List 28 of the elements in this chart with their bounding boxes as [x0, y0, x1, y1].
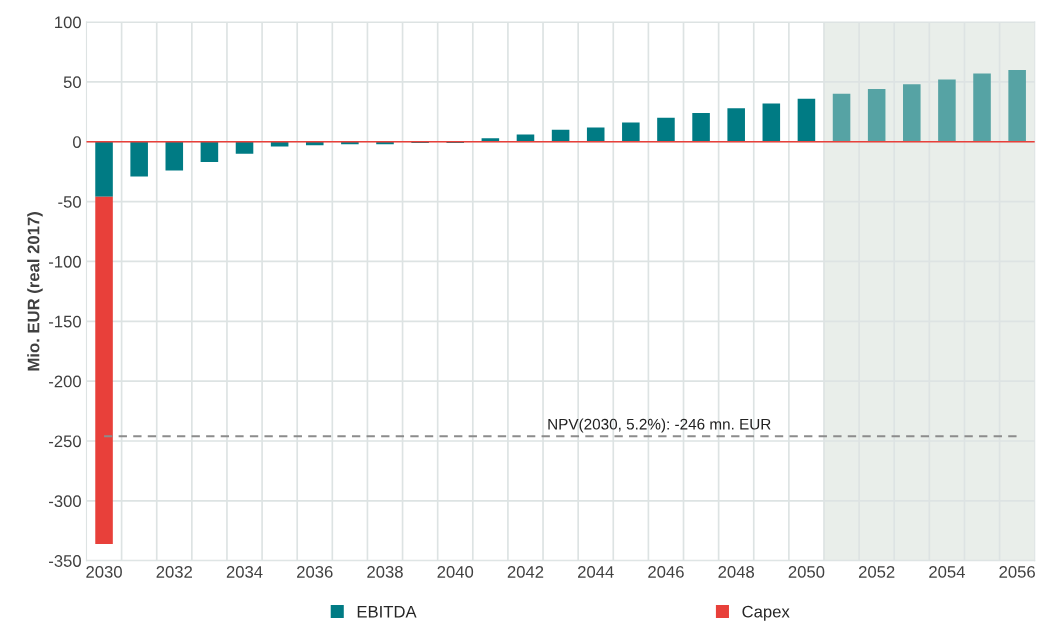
x-tick-label: 2054 [929, 566, 965, 578]
x-tick-label: 2046 [648, 566, 684, 578]
x-tick-label: 2050 [788, 566, 825, 578]
y-tick-label: -250 [49, 435, 81, 448]
x-tick-label: 2034 [226, 566, 263, 578]
y-tick-label: 100 [55, 16, 81, 29]
x-tick-label: 2030 [86, 566, 122, 578]
x-tick-label: 2052 [858, 566, 895, 578]
x-tick-label: 2032 [156, 566, 192, 578]
legend-label: EBITDA [357, 605, 417, 618]
x-tick-label: 2036 [297, 566, 333, 578]
x-tick-label: 2056 [999, 566, 1035, 578]
x-tick-label: 2048 [718, 566, 755, 578]
x-tick-label: 2038 [367, 566, 403, 578]
y-axis-title: Mio. EUR (real 2017) [27, 212, 43, 371]
y-tick-label: -100 [49, 255, 81, 268]
y-tick-label: 50 [63, 76, 81, 89]
y-tick-label: 0 [73, 136, 81, 148]
x-tick-label: 2044 [578, 566, 614, 578]
y-tick-label: -350 [49, 555, 81, 567]
y-tick-label: -50 [58, 196, 81, 208]
y-tick-label: -150 [49, 315, 81, 328]
y-tick-label: -300 [49, 495, 81, 508]
legend-label: Capex [742, 605, 790, 621]
x-tick-label: 2042 [507, 566, 544, 578]
ref-line-label: NPV(2030, 5.2%): -246 mn. EUR [548, 418, 771, 433]
x-tick-label: 2040 [437, 566, 474, 578]
y-tick-label: -200 [49, 375, 81, 388]
